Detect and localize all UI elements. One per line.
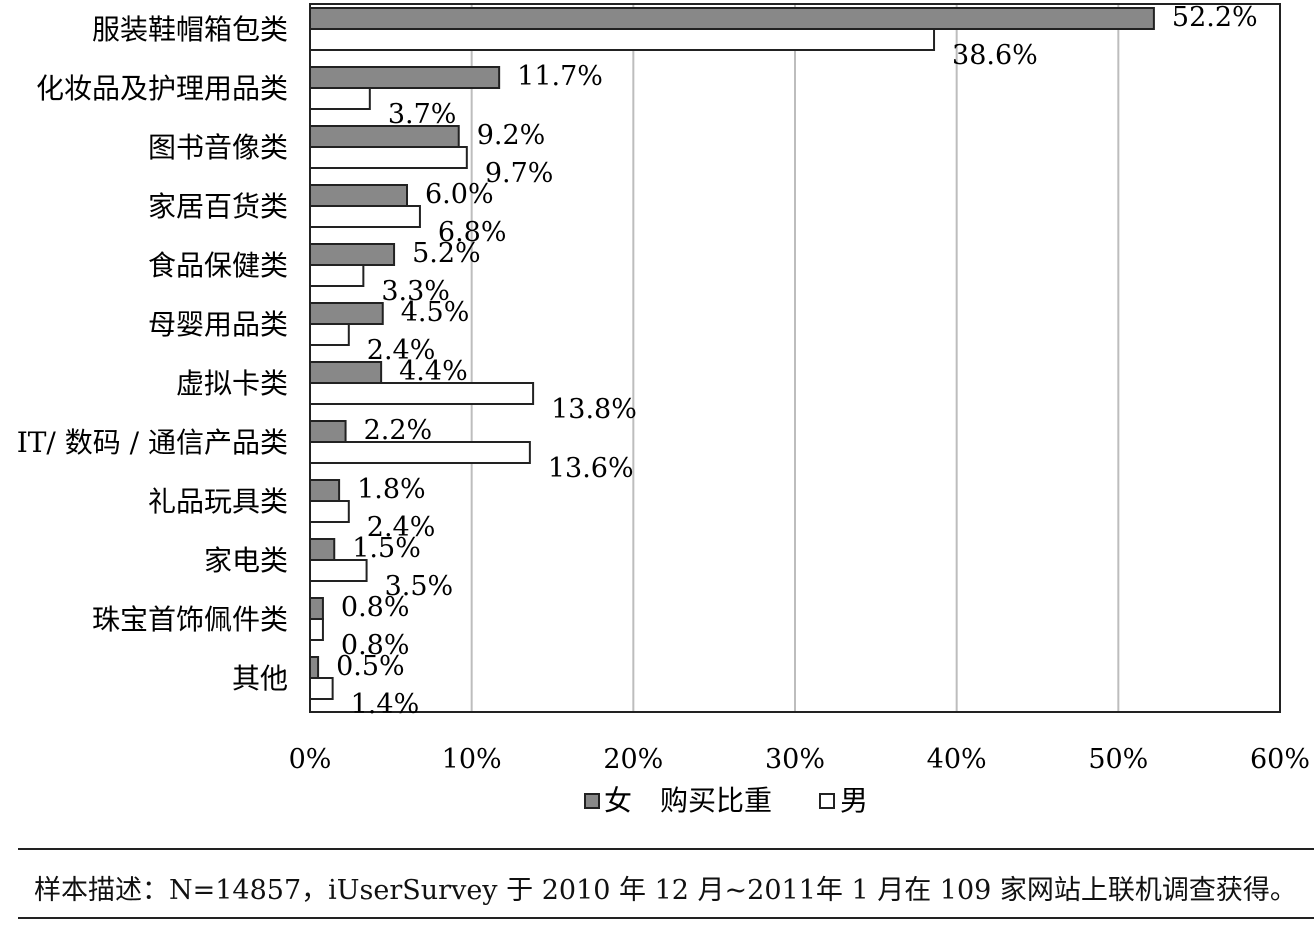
data-label: 2.2% bbox=[364, 415, 433, 446]
data-label: 4.5% bbox=[401, 297, 470, 328]
x-tick-label: 60% bbox=[1250, 744, 1310, 775]
data-label: 3.3% bbox=[381, 276, 450, 307]
category-label: 家居百货类 bbox=[148, 190, 288, 223]
bar-chart: 服装鞋帽箱包类化妆品及护理用品类图书音像类家居百货类食品保健类母婴用品类虚拟卡类… bbox=[17, 2, 1310, 817]
data-label: 4.4% bbox=[399, 356, 468, 387]
data-label: 52.2% bbox=[1172, 2, 1258, 33]
bar bbox=[309, 479, 341, 502]
bar bbox=[309, 420, 347, 443]
bars bbox=[309, 7, 1155, 700]
bar bbox=[309, 618, 324, 641]
data-label: 0.5% bbox=[336, 651, 405, 682]
value-labels: 52.2% 38.6% 11.7% 3.7% 9.2% 9.7%6.0% 6.8%5.2% 3… bbox=[336, 2, 1258, 720]
plot-frame bbox=[309, 3, 1281, 713]
category-label: 礼品玩具类 bbox=[148, 485, 288, 518]
legend-label: 购买比重 bbox=[660, 784, 772, 817]
x-tick-label: 40% bbox=[927, 744, 987, 775]
legend-label: 男 bbox=[840, 784, 868, 817]
data-label: 13.6% bbox=[548, 453, 634, 484]
x-tick-label: 10% bbox=[442, 744, 502, 775]
category-label: 服装鞋帽箱包类 bbox=[92, 13, 288, 46]
bar bbox=[309, 87, 371, 110]
data-label: 1.4% bbox=[351, 689, 420, 720]
data-label: 1.8% bbox=[357, 474, 426, 505]
category-label: 化妆品及护理用品类 bbox=[36, 72, 288, 105]
legend-label: 女 bbox=[604, 784, 632, 817]
category-label: 母婴用品类 bbox=[148, 308, 288, 341]
data-label: 3.5% bbox=[385, 571, 454, 602]
gridlines bbox=[470, 4, 1120, 712]
bar bbox=[309, 7, 1155, 30]
bar bbox=[309, 264, 365, 287]
bar bbox=[309, 677, 334, 700]
data-label: 0.8% bbox=[341, 630, 410, 661]
data-label: 9.2% bbox=[477, 120, 546, 151]
bar bbox=[309, 597, 324, 620]
data-label: 11.7% bbox=[517, 61, 603, 92]
data-label: 38.6% bbox=[952, 40, 1038, 71]
category-label: 虚拟卡类 bbox=[176, 367, 288, 400]
bar bbox=[309, 146, 468, 169]
bar bbox=[309, 205, 421, 228]
x-tick-label: 20% bbox=[603, 744, 663, 775]
legend-swatch bbox=[819, 793, 835, 809]
category-label: IT/ 数码 / 通信产品类 bbox=[17, 426, 288, 459]
legend-swatch bbox=[584, 793, 600, 809]
bar bbox=[309, 656, 320, 679]
data-label: 6.8% bbox=[438, 217, 507, 248]
x-tick-label: 50% bbox=[1088, 744, 1148, 775]
category-label: 图书音像类 bbox=[148, 131, 288, 164]
x-tick-label: 0% bbox=[289, 744, 332, 775]
bar bbox=[309, 243, 396, 266]
category-label: 食品保健类 bbox=[148, 249, 288, 282]
x-tick-labels: 0% 10% 20% 30% 40% 50% 60% bbox=[289, 744, 1310, 775]
data-label: 13.8% bbox=[551, 394, 637, 425]
bar bbox=[309, 66, 501, 89]
data-label: 2.4% bbox=[367, 512, 436, 543]
footnote-bottom-rule bbox=[18, 917, 1314, 919]
bar bbox=[309, 28, 936, 51]
data-label: 9.7% bbox=[485, 158, 554, 189]
data-label: 5.2% bbox=[412, 238, 481, 269]
data-label: 0.8% bbox=[341, 592, 410, 623]
x-tick-label: 30% bbox=[765, 744, 825, 775]
bar bbox=[309, 302, 384, 325]
bar bbox=[309, 538, 336, 561]
category-label: 其他 bbox=[232, 662, 288, 695]
footnote-top-rule bbox=[18, 848, 1314, 850]
bar bbox=[309, 184, 408, 207]
bar bbox=[309, 323, 350, 346]
data-label: 6.0% bbox=[425, 179, 494, 210]
category-label: 珠宝首饰佩件类 bbox=[92, 603, 288, 636]
category-labels: 服装鞋帽箱包类化妆品及护理用品类图书音像类家居百货类食品保健类母婴用品类虚拟卡类… bbox=[17, 13, 288, 695]
data-label: 2.4% bbox=[367, 335, 436, 366]
footnote: 样本描述：N=14857，iUserSurvey 于 2010 年 12 月~2… bbox=[34, 875, 1297, 906]
data-label: 3.7% bbox=[388, 99, 457, 130]
data-label: 1.5% bbox=[352, 533, 421, 564]
category-label: 家电类 bbox=[204, 544, 288, 577]
legend: 女购买比重 男 bbox=[584, 784, 868, 817]
bar bbox=[309, 500, 350, 523]
